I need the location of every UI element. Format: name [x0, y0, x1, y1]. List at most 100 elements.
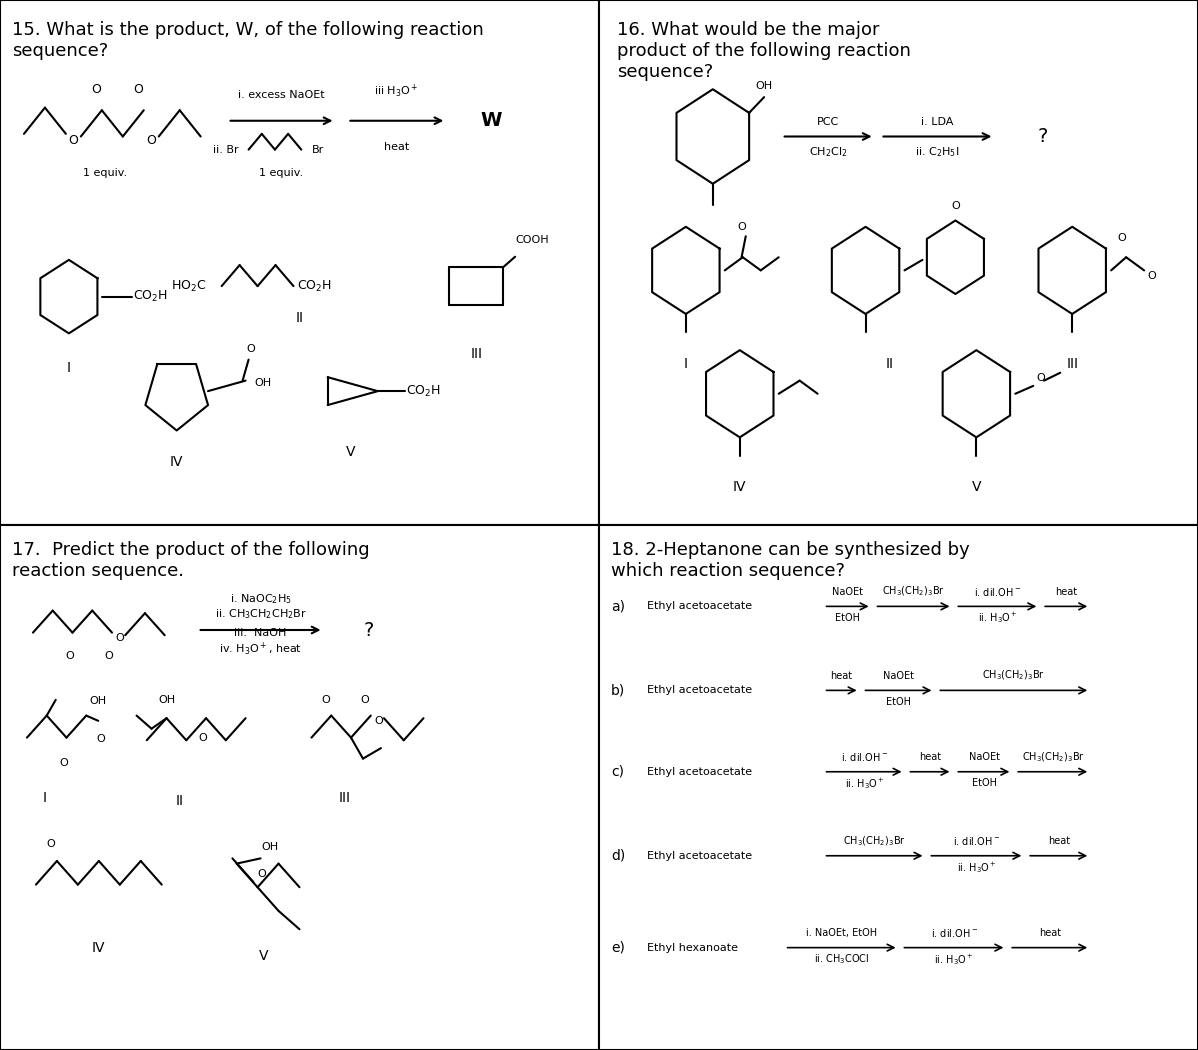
Text: $\mathregular{HO_2C}$: $\mathregular{HO_2C}$ — [170, 278, 206, 294]
Text: heat: heat — [1048, 836, 1070, 846]
Text: Ethyl hexanoate: Ethyl hexanoate — [647, 943, 738, 952]
Text: IV: IV — [733, 480, 746, 495]
Text: IV: IV — [170, 455, 183, 469]
Text: OH: OH — [261, 842, 279, 852]
Text: OH: OH — [756, 81, 773, 90]
Text: W: W — [480, 111, 502, 130]
Text: i. dil.OH$^-$: i. dil.OH$^-$ — [974, 586, 1021, 597]
Text: $\mathregular{CO_2H}$: $\mathregular{CO_2H}$ — [133, 289, 168, 304]
Text: V: V — [346, 444, 355, 459]
Text: IV: IV — [92, 941, 105, 954]
Text: $\mathregular{CH_2Cl_2}$: $\mathregular{CH_2Cl_2}$ — [809, 145, 847, 160]
Text: EtOH: EtOH — [972, 778, 997, 789]
Text: NaOEt: NaOEt — [883, 671, 914, 680]
Text: O: O — [321, 695, 329, 705]
Text: O: O — [68, 133, 79, 147]
Text: O: O — [1118, 233, 1126, 243]
Text: i. dil.OH$^-$: i. dil.OH$^-$ — [931, 927, 978, 939]
Text: heat: heat — [1055, 587, 1077, 596]
Text: b): b) — [611, 684, 625, 697]
Text: heat: heat — [830, 671, 853, 680]
Text: I: I — [43, 791, 47, 805]
Text: EtOH: EtOH — [835, 613, 860, 623]
Text: O: O — [91, 83, 101, 96]
Text: i. LDA: i. LDA — [921, 117, 954, 127]
Text: ii. $\mathregular{CH_3COCl}$: ii. $\mathregular{CH_3COCl}$ — [813, 952, 870, 966]
Text: 18. 2-Heptanone can be synthesized by
which reaction sequence?: 18. 2-Heptanone can be synthesized by wh… — [611, 541, 969, 580]
Text: Ethyl acetoacetate: Ethyl acetoacetate — [647, 850, 752, 861]
Text: c): c) — [611, 764, 624, 779]
Text: heat: heat — [383, 142, 410, 152]
Text: II: II — [885, 357, 894, 371]
Text: $\mathregular{CO_2H}$: $\mathregular{CO_2H}$ — [406, 383, 441, 399]
Text: O: O — [258, 869, 266, 879]
Text: i. dil.OH$^-$: i. dil.OH$^-$ — [952, 835, 1000, 847]
Text: II: II — [296, 311, 303, 324]
Text: OH: OH — [90, 696, 107, 706]
Text: OH: OH — [254, 378, 272, 388]
Text: O: O — [59, 758, 68, 768]
Text: Ethyl acetoacetate: Ethyl acetoacetate — [647, 766, 752, 777]
Text: Br: Br — [311, 145, 325, 154]
Text: 15. What is the product, W, of the following reaction
sequence?: 15. What is the product, W, of the follo… — [12, 21, 484, 60]
Text: $\mathregular{CH_3(CH_2)_3Br}$: $\mathregular{CH_3(CH_2)_3Br}$ — [882, 585, 945, 598]
Text: iv. $\mathregular{H_3O^+}$, heat: iv. $\mathregular{H_3O^+}$, heat — [219, 642, 302, 658]
Text: O: O — [246, 344, 255, 354]
Text: ii. $\mathregular{H_3O^+}$: ii. $\mathregular{H_3O^+}$ — [956, 860, 997, 875]
Text: PCC: PCC — [817, 117, 839, 127]
Text: O: O — [737, 223, 746, 232]
Text: iii.  NaOH: iii. NaOH — [235, 628, 286, 637]
Text: NaOEt: NaOEt — [833, 587, 863, 596]
Text: $\mathregular{CH_3(CH_2)_3Br}$: $\mathregular{CH_3(CH_2)_3Br}$ — [982, 669, 1045, 682]
Text: ii. $\mathregular{C_2H_5I}$: ii. $\mathregular{C_2H_5I}$ — [915, 145, 960, 160]
Text: II: II — [176, 794, 183, 807]
Text: iii $\mathregular{H_3O^+}$: iii $\mathregular{H_3O^+}$ — [374, 83, 419, 100]
Text: Ethyl acetoacetate: Ethyl acetoacetate — [647, 602, 752, 611]
Text: O: O — [65, 651, 74, 662]
Text: III: III — [338, 791, 351, 805]
Text: a): a) — [611, 600, 625, 613]
Text: e): e) — [611, 941, 625, 954]
Text: ?: ? — [363, 621, 374, 639]
Text: O: O — [374, 716, 383, 726]
Text: O: O — [951, 201, 960, 211]
Text: EtOH: EtOH — [887, 697, 910, 707]
Text: NaOEt: NaOEt — [969, 752, 999, 762]
Text: i. NaOEt, EtOH: i. NaOEt, EtOH — [806, 928, 877, 938]
Text: III: III — [470, 348, 483, 361]
Text: ii. $\mathregular{CH_3CH_2CH_2Br}$: ii. $\mathregular{CH_3CH_2CH_2Br}$ — [214, 607, 307, 622]
Text: ii. $\mathregular{H_3O^+}$: ii. $\mathregular{H_3O^+}$ — [978, 610, 1017, 626]
Text: 1 equiv.: 1 equiv. — [83, 168, 127, 178]
Text: O: O — [361, 695, 369, 705]
Text: i. $\mathregular{NaOC_2H_5}$: i. $\mathregular{NaOC_2H_5}$ — [230, 592, 291, 607]
Text: $\mathregular{CO_2H}$: $\mathregular{CO_2H}$ — [297, 278, 332, 294]
Text: V: V — [972, 480, 981, 495]
Text: i. excess NaOEt: i. excess NaOEt — [238, 89, 325, 100]
Text: O: O — [199, 733, 207, 743]
Text: O: O — [115, 633, 125, 643]
Text: ii. $\mathregular{H_3O^+}$: ii. $\mathregular{H_3O^+}$ — [934, 951, 974, 967]
Text: $\mathregular{CH_3(CH_2)_3Br}$: $\mathregular{CH_3(CH_2)_3Br}$ — [843, 835, 906, 847]
Text: O: O — [1036, 373, 1045, 383]
Text: heat: heat — [919, 752, 942, 762]
Text: COOH: COOH — [515, 235, 549, 245]
Text: $\mathregular{CH_3(CH_2)_3Br}$: $\mathregular{CH_3(CH_2)_3Br}$ — [1022, 751, 1084, 763]
Text: heat: heat — [1039, 928, 1061, 938]
Text: Ethyl acetoacetate: Ethyl acetoacetate — [647, 686, 752, 695]
Text: i. dil.OH$^-$: i. dil.OH$^-$ — [841, 751, 888, 763]
Text: 1 equiv.: 1 equiv. — [260, 168, 303, 178]
Text: ii. $\mathregular{H_3O^+}$: ii. $\mathregular{H_3O^+}$ — [845, 776, 884, 791]
Text: V: V — [259, 948, 268, 963]
Text: O: O — [104, 651, 114, 662]
Text: O: O — [47, 839, 55, 849]
Text: O: O — [133, 83, 143, 96]
Text: 16. What would be the major
product of the following reaction
sequence?: 16. What would be the major product of t… — [617, 21, 910, 81]
Text: OH: OH — [158, 695, 175, 705]
Text: I: I — [67, 360, 71, 375]
Text: O: O — [1148, 271, 1156, 280]
Text: I: I — [684, 357, 688, 371]
Text: O: O — [146, 133, 157, 147]
Text: O: O — [97, 734, 105, 744]
Text: d): d) — [611, 848, 625, 863]
Text: III: III — [1066, 357, 1078, 371]
